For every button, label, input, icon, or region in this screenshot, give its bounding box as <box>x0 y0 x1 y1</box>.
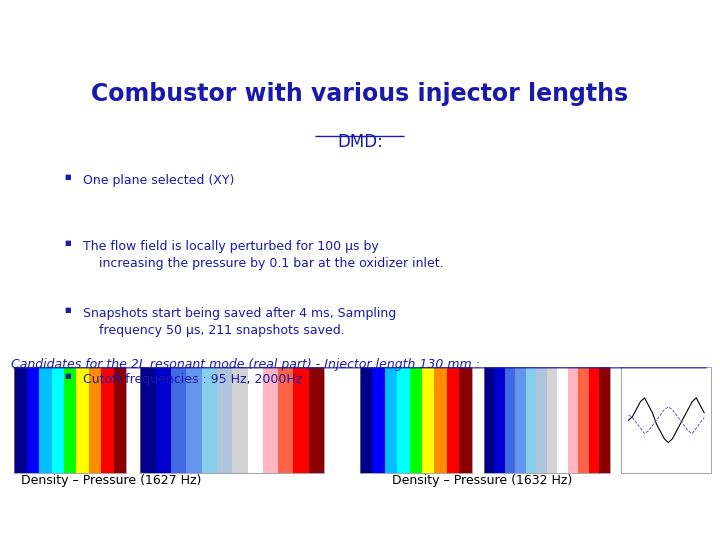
Text: Combustor with various injector lengths: Combustor with various injector lengths <box>91 82 629 106</box>
Text: Density – Pressure (1632 Hz): Density – Pressure (1632 Hz) <box>392 474 572 487</box>
Bar <box>309 367 324 474</box>
Text: One plane selected (XY): One plane selected (XY) <box>83 174 234 187</box>
Text: Turbomachinery & Aero-Acoustics Group: Turbomachinery & Aero-Acoustics Group <box>205 512 515 527</box>
Bar <box>557 367 568 474</box>
Text: Chalmers University of Technology: Chalmers University of Technology <box>492 18 709 32</box>
Bar <box>171 367 186 474</box>
Bar <box>459 367 472 474</box>
Bar <box>410 367 422 474</box>
Bar <box>278 367 294 474</box>
Bar <box>76 367 89 474</box>
Text: ■: ■ <box>65 307 71 313</box>
Bar <box>589 367 599 474</box>
Bar <box>232 367 248 474</box>
Text: Candidates for the 2L resonant mode (real part) - Injector length 130 mm :: Candidates for the 2L resonant mode (rea… <box>11 358 480 371</box>
Text: Snapshots start being saved after 4 ms, Sampling
    frequency 50 μs, 211 snapsh: Snapshots start being saved after 4 ms, … <box>83 307 396 337</box>
Bar <box>140 367 324 474</box>
Bar <box>248 367 263 474</box>
Bar <box>360 367 472 474</box>
Bar <box>89 367 102 474</box>
Bar <box>526 367 536 474</box>
Bar <box>447 367 459 474</box>
Bar <box>372 367 384 474</box>
Bar <box>14 367 126 474</box>
Text: DMD:: DMD: <box>337 133 383 151</box>
Bar <box>434 367 447 474</box>
Bar <box>102 367 114 474</box>
Bar <box>397 367 410 474</box>
Bar <box>39 367 52 474</box>
Bar <box>186 367 202 474</box>
Bar <box>263 367 278 474</box>
Bar <box>360 367 372 474</box>
Bar <box>568 367 578 474</box>
Bar <box>64 367 76 474</box>
Text: ■: ■ <box>65 174 71 180</box>
Bar <box>52 367 64 474</box>
Text: ■: ■ <box>65 240 71 246</box>
Text: ■: ■ <box>65 373 71 379</box>
Text: CHALMERS: CHALMERS <box>11 16 121 34</box>
Bar <box>202 367 217 474</box>
Bar <box>294 367 309 474</box>
Bar <box>621 367 711 474</box>
Bar <box>27 367 39 474</box>
Bar <box>516 367 526 474</box>
Bar <box>495 367 505 474</box>
Text: Density – Pressure (1627 Hz): Density – Pressure (1627 Hz) <box>22 474 202 487</box>
Bar <box>599 367 610 474</box>
Bar <box>505 367 516 474</box>
Bar <box>140 367 156 474</box>
Text: Cutoff frequencies : 95 Hz, 2000Hz: Cutoff frequencies : 95 Hz, 2000Hz <box>83 373 302 386</box>
Bar <box>547 367 557 474</box>
Bar <box>384 367 397 474</box>
Text: The flow field is locally perturbed for 100 μs by
    increasing the pressure by: The flow field is locally perturbed for … <box>83 240 444 270</box>
Bar <box>484 367 610 474</box>
Bar <box>422 367 434 474</box>
Bar <box>217 367 232 474</box>
Bar <box>578 367 589 474</box>
Bar <box>484 367 495 474</box>
Bar <box>114 367 126 474</box>
Bar <box>14 367 27 474</box>
Bar <box>536 367 547 474</box>
Bar <box>156 367 171 474</box>
